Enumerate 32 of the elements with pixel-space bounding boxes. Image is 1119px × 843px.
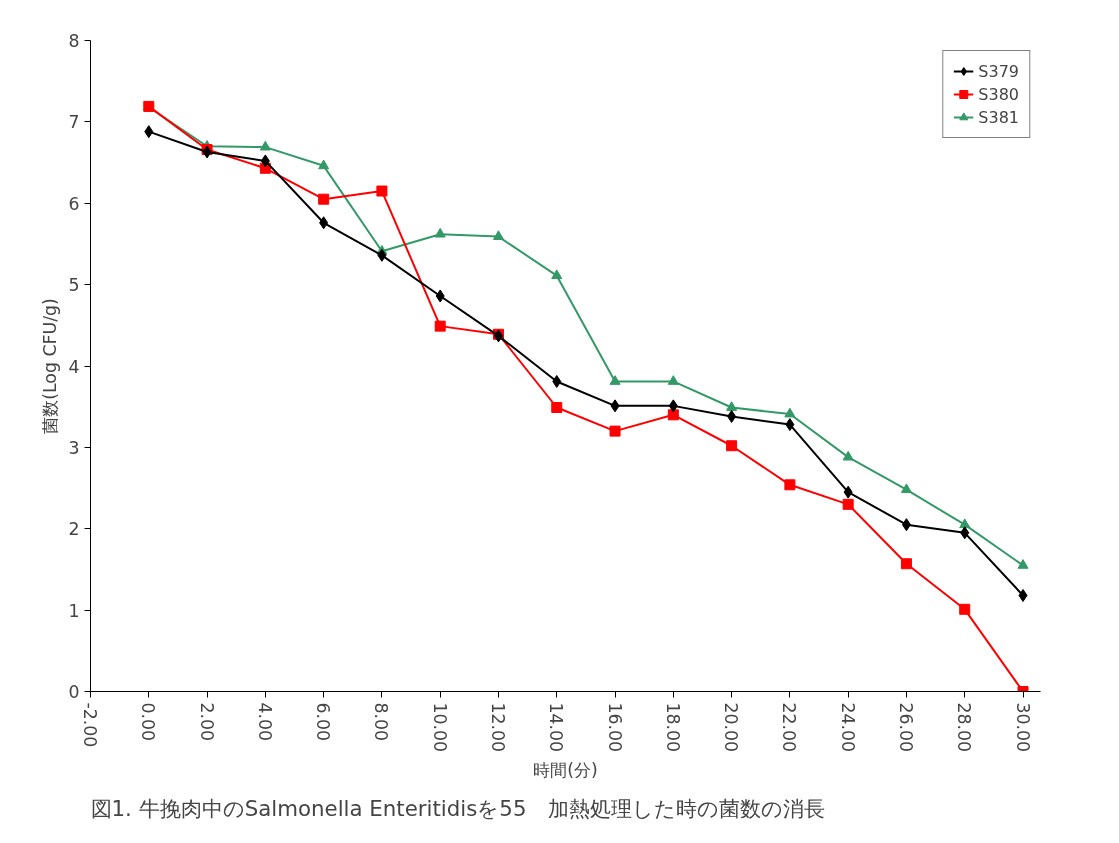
x-tick-label: 2.00 <box>196 702 217 742</box>
y-tick-label: 4 <box>68 356 80 377</box>
y-tick-label: 6 <box>68 193 80 214</box>
y-tick-label: 8 <box>68 31 80 51</box>
y-tick-label: 5 <box>68 275 80 296</box>
x-tick-label: 26.00 <box>895 702 916 753</box>
x-tick-label: 0.00 <box>138 702 159 742</box>
y-tick-label: 7 <box>68 112 80 133</box>
x-tick-label: 6.00 <box>313 702 334 742</box>
caption: 図1. 牛挽肉中のSalmonella Enteritidisを55 加熱処理した時の菌数の消長 <box>90 795 825 821</box>
y-tick-label: 2 <box>68 519 80 540</box>
x-tick-label: 22.00 <box>779 702 800 753</box>
x-tick-label: 8.00 <box>371 702 392 742</box>
legend-label: S380 <box>978 84 1019 104</box>
x-tick-label: 24.00 <box>837 702 858 753</box>
legend-label: S381 <box>978 107 1019 127</box>
x-axis-title: 時間(分) <box>533 760 598 781</box>
x-tick-label: -2.00 <box>80 702 100 748</box>
x-tick-label: 16.00 <box>604 702 625 753</box>
x-tick-label: 20.00 <box>721 702 742 753</box>
x-tick-label: 30.00 <box>1012 702 1033 753</box>
x-tick-label: 18.00 <box>662 702 683 753</box>
x-tick-label: 10.00 <box>429 702 450 753</box>
legend-label: S379 <box>978 61 1019 81</box>
x-tick-label: 4.00 <box>254 702 275 742</box>
x-tick-label: 14.00 <box>546 702 567 753</box>
x-tick-label: 12.00 <box>487 702 508 753</box>
y-tick-label: 3 <box>68 437 80 458</box>
y-tick-label: 0 <box>68 682 80 702</box>
x-tick-label: 28.00 <box>954 702 975 753</box>
y-tick-label: 1 <box>68 600 80 621</box>
y-axis-title: 菌数(Log CFU/g) <box>40 298 61 434</box>
